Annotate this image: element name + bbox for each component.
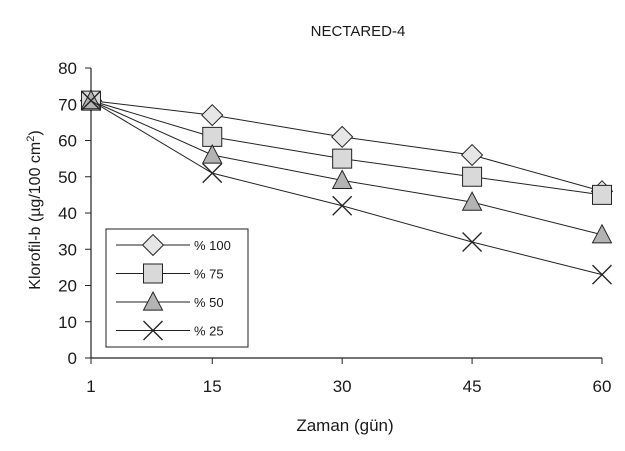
legend-marker-square — [143, 263, 163, 284]
y-tick-label: 40 — [58, 204, 77, 223]
y-tick-label: 20 — [58, 277, 77, 296]
data-point-triangle — [201, 143, 223, 164]
legend-marker-triangle — [142, 290, 164, 311]
y-tick-label: 0 — [68, 349, 77, 368]
legend-label: % 75 — [194, 267, 224, 282]
series-cross — [81, 90, 612, 285]
legend-box — [105, 228, 249, 348]
axes: 0 10 20 30 40 50 60 70 80 1 15 30 45 60 — [58, 59, 611, 396]
data-point-square — [332, 148, 353, 169]
cross-stroke — [202, 163, 223, 184]
data-point-triangle — [461, 191, 483, 211]
y-tick-label: 10 — [58, 313, 77, 332]
y-tick-label: 60 — [58, 132, 77, 151]
data-point-cross — [202, 163, 223, 184]
data-point-triangle — [591, 223, 613, 244]
data-point-cross — [592, 264, 612, 285]
x-tick-label: 45 — [463, 377, 482, 396]
x-axis-label: Zaman (gün) — [296, 416, 393, 435]
series-layer — [79, 89, 614, 285]
data-point-square — [462, 166, 483, 187]
y-tick-label: 50 — [58, 168, 77, 187]
data-point-diamond — [331, 125, 354, 149]
data-point-square — [202, 126, 223, 147]
data-point-triangle — [80, 89, 102, 110]
data-point-triangle — [331, 169, 353, 189]
y-tick-label: 30 — [58, 240, 77, 259]
legend-label: % 50 — [194, 295, 224, 310]
legend-marker-cross — [143, 320, 163, 341]
data-point-cross — [332, 195, 353, 216]
legend-label: % 100 — [194, 238, 231, 253]
y-axis-label-end: ) — [27, 130, 44, 135]
x-tick-label: 30 — [333, 377, 352, 396]
x-tick-label: 15 — [203, 377, 222, 396]
cross-stroke — [592, 264, 612, 285]
x-tick-label: 60 — [593, 377, 612, 396]
data-point-square — [592, 184, 612, 205]
series-triangle — [80, 89, 613, 244]
y-axis-label: Klorofil-b (µg/100 cm2) — [25, 130, 44, 289]
x-tick-label: 1 — [86, 377, 95, 396]
legend-marker-diamond — [141, 233, 165, 257]
y-axis-label-main: Klorofil-b (µg/100 cm — [27, 142, 44, 290]
y-tick-label: 70 — [58, 95, 77, 114]
legend-label: % 25 — [194, 324, 224, 339]
cross-stroke — [332, 195, 353, 216]
y-axis-label-superscript: 2 — [25, 136, 37, 142]
cross-stroke — [143, 320, 163, 341]
data-point-diamond — [201, 103, 224, 127]
y-tick-label: 80 — [58, 59, 77, 78]
legend: % 100 % 75 % 50 % 25 — [105, 228, 249, 348]
cross-stroke — [81, 90, 101, 111]
data-point-cross — [81, 90, 101, 111]
data-point-cross — [462, 232, 483, 252]
cross-stroke — [462, 232, 483, 252]
data-point-diamond — [460, 143, 484, 167]
chart-title: NECTARED-4 — [311, 23, 406, 40]
